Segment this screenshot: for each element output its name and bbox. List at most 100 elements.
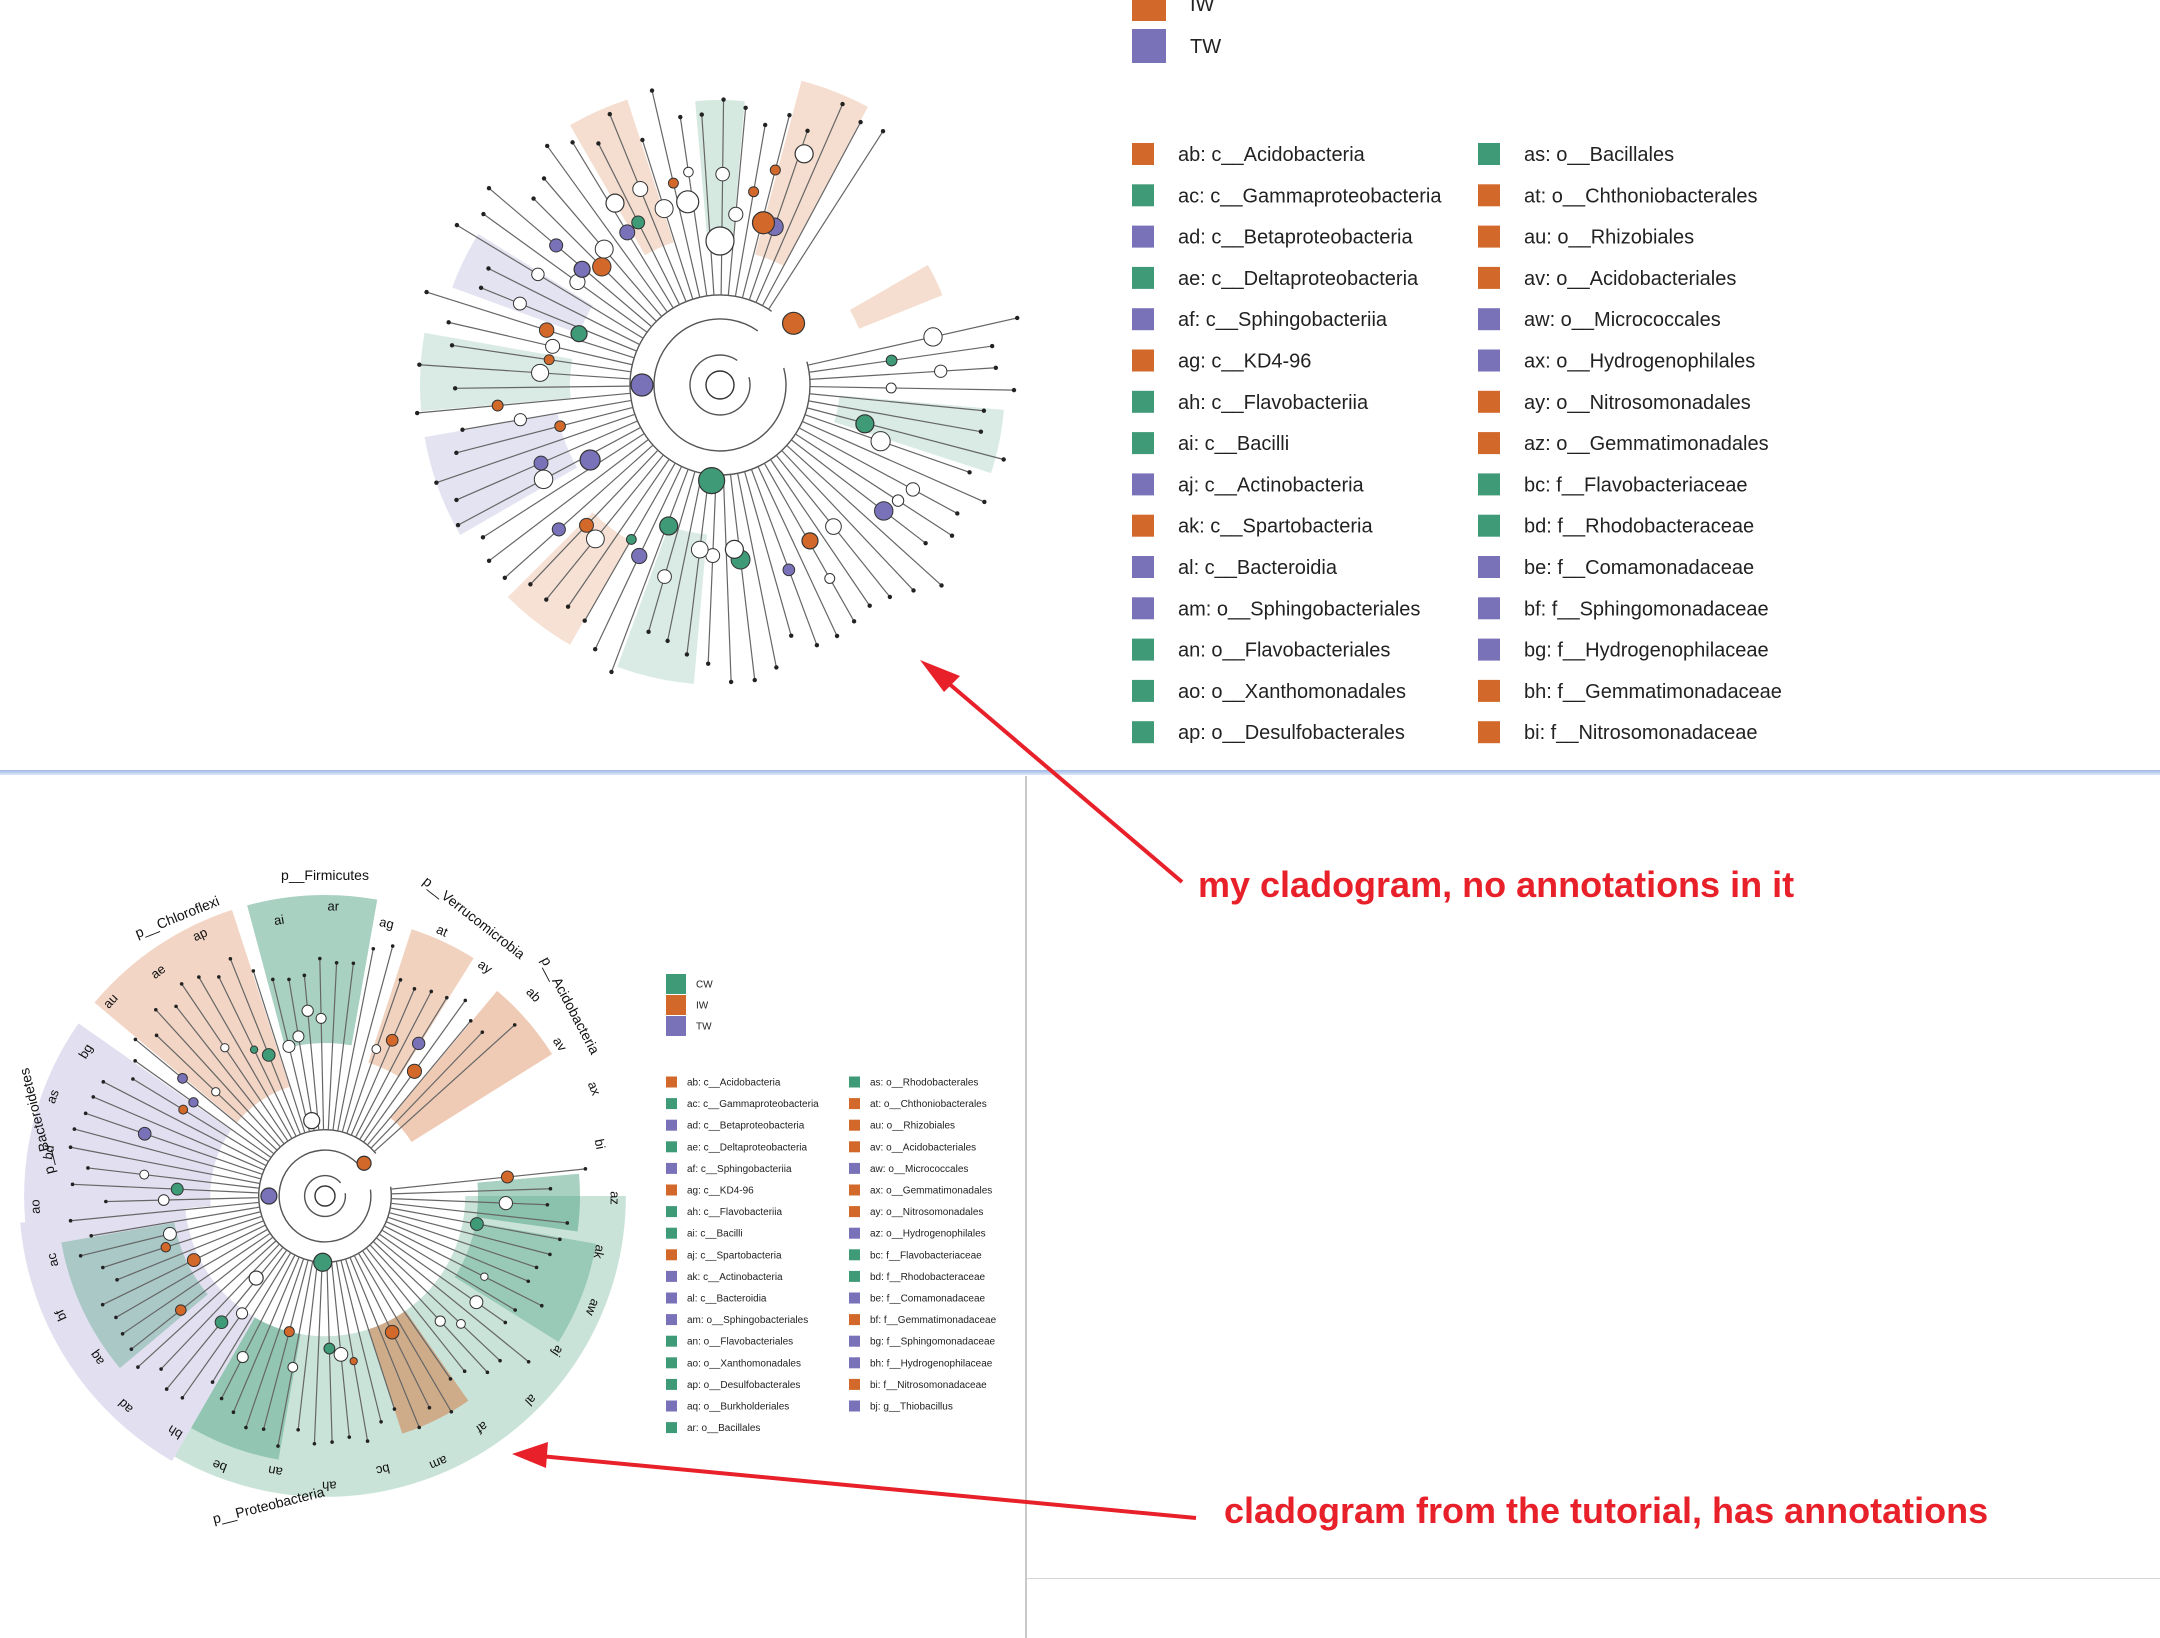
legend-item-label: af: c__Sphingobacteriia bbox=[1178, 309, 1388, 331]
leaf-node bbox=[565, 604, 571, 609]
taxon-node bbox=[175, 1304, 187, 1316]
taxon-node bbox=[794, 144, 814, 164]
taxon-node bbox=[594, 239, 614, 259]
leaf-node bbox=[851, 619, 857, 624]
legend-item-label: ao: o__Xanthomonadales bbox=[1178, 681, 1406, 703]
tree-branch bbox=[337, 948, 374, 1132]
taxon-node bbox=[301, 1004, 314, 1017]
tree-branch bbox=[770, 459, 871, 607]
leaf-node bbox=[678, 114, 683, 120]
legend-item-label: bi: f__Nitrosomonadaceae bbox=[870, 1380, 987, 1391]
tree-branch bbox=[357, 1252, 452, 1413]
bottom-legend: CW IW TW ab: c__Acidobacteria ac: c__Gammapr… bbox=[666, 974, 997, 1434]
leaf-node bbox=[164, 1387, 169, 1391]
taxon-node bbox=[905, 482, 921, 497]
legend-item-label: aw: o__Micrococcales bbox=[870, 1164, 968, 1175]
legend-swatch bbox=[849, 1357, 860, 1369]
taxon-node bbox=[538, 322, 555, 338]
tree-branch bbox=[729, 474, 756, 681]
legend-swatch bbox=[666, 1270, 677, 1282]
leaf-node bbox=[101, 1080, 106, 1084]
taxon-node bbox=[137, 1126, 152, 1141]
leaf-node bbox=[840, 101, 845, 107]
legend-swatch bbox=[1132, 0, 1166, 21]
legend-item-label: ap: o__Desulfobacterales bbox=[1178, 722, 1405, 744]
legend-swatch bbox=[666, 1184, 677, 1196]
clade-shade bbox=[94, 909, 290, 1123]
tree-branch bbox=[610, 468, 689, 673]
clade-shade bbox=[452, 233, 593, 334]
clade-label: am bbox=[427, 1453, 449, 1474]
leaf-node bbox=[104, 1199, 108, 1204]
leaf-node bbox=[197, 975, 201, 979]
clade-label: aq bbox=[87, 1348, 108, 1368]
leaf-node bbox=[526, 1359, 531, 1364]
tree-branch bbox=[385, 1221, 529, 1282]
leaf-node bbox=[570, 140, 575, 145]
legend-item-label: bc: f__Flavobacteriaceae bbox=[870, 1250, 982, 1261]
legend-swatch bbox=[1478, 556, 1500, 578]
tree-branch bbox=[806, 407, 1004, 461]
tree-branch bbox=[70, 1146, 260, 1185]
tree-branch bbox=[545, 454, 664, 600]
taxon-node bbox=[533, 469, 554, 490]
taxon-node bbox=[585, 529, 605, 549]
tree-branch bbox=[504, 444, 654, 579]
taxon-node bbox=[260, 1187, 278, 1205]
clade-label: ak bbox=[590, 1244, 608, 1261]
leaf-node bbox=[179, 982, 184, 986]
leaf-node bbox=[251, 969, 256, 973]
leaf-node bbox=[449, 1409, 454, 1414]
legend-swatch bbox=[1478, 225, 1500, 248]
leaf-node bbox=[607, 111, 612, 117]
leaf-node bbox=[478, 285, 484, 290]
taxon-node bbox=[469, 1217, 484, 1231]
tree-branch bbox=[350, 988, 415, 1136]
phylum-label: p__Acidobacteria bbox=[538, 954, 603, 1057]
taxon-node bbox=[406, 1063, 423, 1079]
leaf-node bbox=[949, 533, 955, 538]
tree-branch bbox=[332, 963, 354, 1131]
leaf-node bbox=[454, 497, 459, 503]
legend-item-label: ad: c__Betaproteobacteria bbox=[1178, 227, 1413, 249]
tree-branch bbox=[734, 124, 766, 297]
taxon-node bbox=[625, 534, 637, 545]
taxon-node bbox=[313, 1252, 333, 1272]
leaf-node bbox=[721, 97, 726, 102]
taxon-node bbox=[855, 414, 875, 434]
tree-branch bbox=[667, 473, 703, 641]
leaf-node bbox=[565, 1221, 570, 1225]
tree-branch bbox=[372, 1240, 501, 1362]
legend-item-label: ac: c__Gammaproteobacteria bbox=[687, 1099, 819, 1110]
tree-branch bbox=[448, 321, 633, 366]
legend-swatch bbox=[666, 1162, 677, 1174]
leaf-node bbox=[460, 427, 465, 432]
clade-arc bbox=[278, 1149, 372, 1243]
divider-line bbox=[1027, 1578, 2160, 1579]
tree-branch bbox=[436, 413, 636, 484]
taxon-node bbox=[211, 1087, 221, 1097]
leaf-node bbox=[454, 222, 460, 228]
tree-branch bbox=[378, 1233, 506, 1323]
clade-label: bh bbox=[165, 1422, 185, 1442]
leaf-node bbox=[583, 1167, 588, 1171]
tree-branch bbox=[277, 1261, 314, 1447]
leaf-node bbox=[449, 343, 455, 348]
tree-branch bbox=[727, 107, 747, 296]
leaf-node bbox=[774, 665, 779, 670]
taxon-node bbox=[728, 206, 744, 222]
legend-group-label: TW bbox=[696, 1022, 712, 1033]
tree-branch bbox=[155, 1009, 281, 1148]
legend-swatch bbox=[1478, 349, 1500, 372]
leaf-node bbox=[544, 597, 549, 602]
bottom-screenshot: p__Chloroflexi p__Firmicutes p__Verrucomic… bbox=[0, 776, 1027, 1638]
legend-swatch bbox=[849, 1098, 860, 1110]
legend-swatch bbox=[1478, 679, 1500, 702]
leaf-node bbox=[174, 1004, 178, 1009]
leaf-node bbox=[531, 196, 536, 201]
tree-branch bbox=[335, 1261, 369, 1442]
root-node bbox=[314, 1185, 336, 1207]
taxon-node bbox=[698, 467, 726, 495]
tree-branch bbox=[750, 469, 818, 646]
leaf-node bbox=[390, 944, 395, 948]
